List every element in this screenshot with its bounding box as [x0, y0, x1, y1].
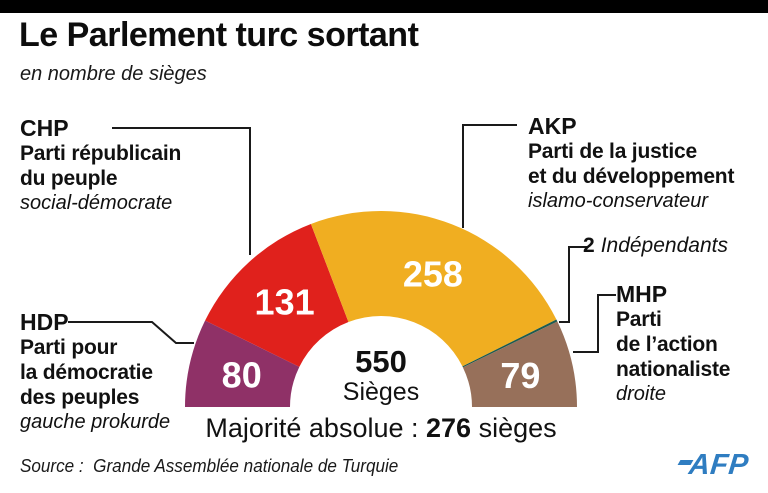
hdp-name-line-2: la démocratie	[20, 361, 153, 384]
mhp-label: MHP Parti de l’action nationaliste droit…	[616, 281, 730, 407]
chp-name-line-1: Parti républicain	[20, 142, 182, 165]
chp-descriptor: social-démocrate	[20, 192, 173, 214]
majority-suffix: sièges	[471, 413, 557, 443]
segment-akp	[310, 210, 557, 367]
majority-prefix: Majorité absolue :	[205, 413, 426, 443]
page-subtitle: en nombre de sièges	[20, 63, 207, 85]
chp-name-line-2: du peuple	[20, 167, 118, 190]
akp-label: AKP Parti de la justice et du développem…	[528, 113, 734, 214]
akp-descriptor: islamo-conservateur	[528, 190, 709, 212]
hdp-name-line-3: des peuples	[20, 386, 140, 409]
segment-value-mhp: 79	[500, 355, 540, 396]
total-seats-label: 550 Sièges	[301, 345, 461, 406]
segment-chp	[205, 223, 349, 367]
page-title: Le Parlement turc sortant	[19, 16, 419, 54]
hdp-descriptor: gauche prokurde	[20, 411, 171, 433]
independants-text: Indépendants	[600, 234, 728, 257]
segment-hdp	[185, 320, 300, 407]
hdp-acronym: HDP	[20, 309, 69, 335]
afp-logo: AFP	[677, 449, 750, 482]
segment-independants	[462, 319, 558, 368]
mhp-name-line-1: Parti	[616, 308, 662, 331]
segment-value-akp: 258	[403, 254, 463, 295]
segment-mhp	[462, 321, 577, 407]
chp-callout-line	[112, 127, 251, 255]
majority-value: 276	[426, 413, 472, 443]
hdp-name-line-1: Parti pour	[20, 336, 118, 359]
akp-name-line-2: et du développement	[528, 165, 735, 188]
independants-label: 2 Indépendants	[583, 234, 728, 258]
mhp-callout-line	[573, 294, 616, 353]
total-seats-unit: Sièges	[342, 378, 420, 406]
top-black-bar	[0, 0, 768, 13]
mhp-name-line-3: nationaliste	[616, 358, 731, 381]
chp-label: CHP Parti républicain du peuple social-d…	[20, 115, 181, 216]
hdp-callout-line	[68, 321, 194, 344]
akp-acronym: AKP	[528, 113, 577, 139]
independants-callout-line	[559, 246, 587, 323]
independants-count: 2	[583, 234, 595, 257]
segment-value-hdp: 80	[222, 355, 262, 396]
callout-lines	[68, 124, 616, 353]
segment-value-labels: 80 131 258 79	[222, 254, 541, 396]
mhp-descriptor: droite	[616, 383, 667, 405]
akp-name-line-1: Parti de la justice	[528, 140, 697, 163]
mhp-name-line-2: de l’action	[616, 333, 718, 356]
total-seats-value: 550	[355, 344, 407, 379]
mhp-acronym: MHP	[616, 281, 668, 307]
akp-callout-line	[462, 124, 517, 228]
absolute-majority-note: Majorité absolue : 276 sièges	[161, 413, 601, 444]
afp-logo-text: AFP	[686, 449, 750, 481]
hdp-label: HDP Parti pour la démocratie des peuples…	[20, 309, 170, 435]
source-credit: Source : Grande Assemblée nationale de T…	[20, 456, 399, 476]
chp-acronym: CHP	[20, 115, 69, 141]
segment-value-chp: 131	[255, 281, 315, 322]
chart-segments	[185, 210, 577, 407]
